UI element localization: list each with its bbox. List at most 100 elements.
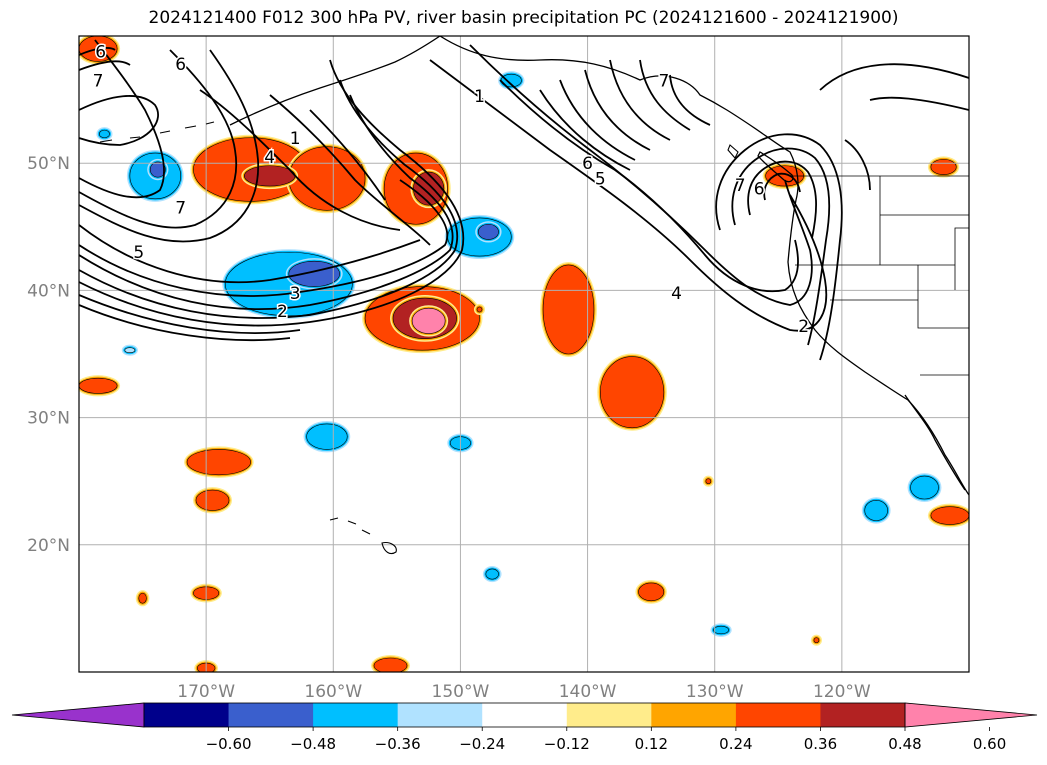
pv-contour-line [869, 96, 969, 111]
pv-contour-label: 6 [754, 180, 765, 200]
pv-contour-label: 2 [277, 302, 288, 322]
colorbar-frame [143, 702, 906, 728]
precip-positive-area [79, 377, 118, 394]
precip-negative-area [910, 475, 939, 500]
precip-negative-area [864, 499, 888, 521]
colorbar-tick-label: 0.12 [635, 735, 668, 753]
latitude-tick-label: 20°N [27, 536, 70, 556]
pv-contour-line [79, 224, 421, 284]
precip-positive-area [186, 449, 251, 476]
pv-contour-label: 5 [595, 169, 606, 189]
alaska-coastline [229, 36, 441, 126]
precip-negative-area [477, 223, 499, 240]
political-borders [790, 175, 969, 376]
precip-positive-area [476, 306, 483, 313]
longitude-tick-label: 120°W [813, 682, 871, 702]
longitude-tick-label: 130°W [686, 682, 744, 702]
precip-negative-area [99, 129, 110, 139]
pv-contour-line [79, 60, 131, 71]
pv-contour-label: 3 [290, 284, 301, 304]
pv-contour-line [199, 89, 401, 231]
colorbar-segment [144, 703, 230, 727]
precip-positive-area [243, 165, 296, 187]
colorbar-tick-label: −0.36 [375, 735, 421, 753]
colorbar-segment [313, 703, 399, 727]
state-borders [795, 176, 969, 376]
colorbar-tick-label: 0.24 [719, 735, 752, 753]
haida-gwaii [727, 144, 739, 159]
pv-contour-line [539, 89, 631, 171]
pv-contour-line [79, 94, 454, 310]
colorbar-tick-label: 0.48 [888, 735, 921, 753]
latitude-tick-label: 50°N [27, 154, 70, 174]
pv-contour-line [584, 69, 651, 151]
precip-positive-area [813, 637, 820, 644]
hawaii-islands [329, 517, 397, 555]
precip-negative-area [288, 260, 340, 287]
colorbar-tick-label: −0.24 [459, 735, 505, 753]
pv-contour-label: 4 [264, 148, 275, 168]
colorbar-extend-low [11, 702, 145, 728]
colorbar: −0.60 −0.48 −0.36 −0.24 −0.12 0.12 0.24 0.36 0.4… [11, 702, 1038, 753]
colorbar-segment [397, 703, 483, 727]
pv-contour-line [559, 79, 636, 161]
colorbar-segment [228, 703, 314, 727]
colorbar-segment [482, 703, 568, 727]
precip-negative-area [306, 423, 348, 450]
colorbar-tick-label: 0.60 [973, 735, 1006, 753]
longitude-tick-label: 170°W [177, 682, 235, 702]
precip-positive-area [705, 478, 712, 485]
precip-positive-area [930, 159, 957, 175]
pv-contour-line [79, 39, 165, 199]
axis-tick-labels: 170°W 160°W 150°W 140°W 130°W 120°W 20°N 30°N 40… [27, 154, 871, 702]
colorbar-segment [735, 703, 821, 727]
pv-contour-label: 1 [474, 87, 485, 107]
pv-contour-line [309, 109, 386, 201]
precip-positive-area [373, 657, 408, 672]
pv-contour-line [499, 79, 799, 293]
precip-negative-area [713, 625, 729, 635]
pv-contour-line [79, 304, 291, 342]
pv-contour-line [79, 59, 465, 327]
latitude-tick-label: 40°N [27, 281, 70, 301]
pv-contour-label: 4 [671, 284, 682, 304]
precip-positive-area [542, 264, 595, 355]
pv-contour-label: 7 [175, 199, 186, 219]
longitude-tick-label: 160°W [304, 682, 362, 702]
colorbar-segment [566, 703, 652, 727]
pv-contour-label: 6 [175, 55, 186, 75]
precip-negative-area [485, 568, 499, 580]
pv-contour-line [844, 139, 871, 191]
precip-positive-area [413, 171, 445, 206]
pv-contour-label: 5 [133, 243, 144, 263]
pv-contour-line [763, 172, 801, 201]
colorbar-extend-high [904, 702, 1038, 728]
pv-contour-line [747, 160, 817, 239]
pv-contour-line [79, 79, 459, 319]
colorbar-segment [820, 703, 906, 727]
latitude-tick-label: 30°N [27, 409, 70, 429]
colorbar-tick-label: −0.48 [290, 735, 336, 753]
pv-contour-label: 7 [658, 72, 669, 92]
pv-contour-line [269, 94, 431, 246]
precip-positive-area [411, 307, 446, 334]
pv-contour-line [639, 59, 691, 131]
figure-title: 2024121400 F012 300 hPa PV, river basin … [148, 8, 899, 28]
pv-contour-line [79, 47, 116, 56]
pv-contour-line [609, 59, 671, 141]
pv-contour-line [715, 133, 843, 361]
precip-positive-area [638, 582, 665, 602]
pv-contour-label: 1 [290, 129, 301, 149]
precip-positive-area [195, 489, 230, 511]
pv-contour-line [469, 44, 813, 306]
pv-contour-label: 7 [735, 176, 746, 196]
map-frame [78, 35, 970, 673]
colorbar-tick-label: 0.36 [804, 735, 837, 753]
pv-contour-line [819, 63, 969, 91]
pv-contour-line [79, 49, 260, 243]
precip-positive-area [599, 356, 665, 429]
precip-positive-area [930, 506, 969, 525]
precip-positive-area [138, 592, 147, 604]
